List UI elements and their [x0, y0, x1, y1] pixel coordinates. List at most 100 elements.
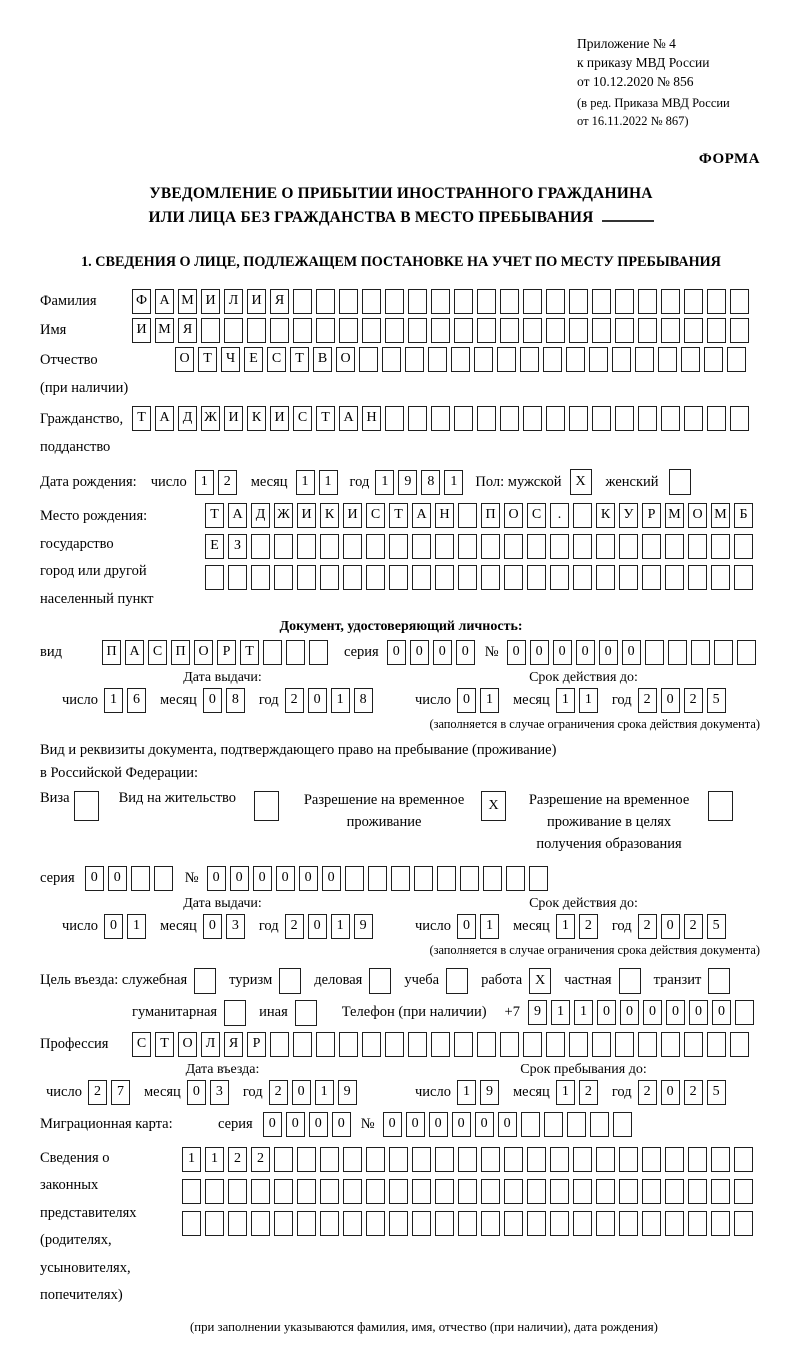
form-cell[interactable]: 1	[573, 1000, 593, 1026]
form-cell[interactable]	[596, 1178, 615, 1204]
form-cell[interactable]	[543, 1111, 563, 1137]
form-cell[interactable]	[665, 1178, 684, 1204]
form-cell[interactable]: 1	[205, 1146, 224, 1172]
form-cell[interactable]	[734, 1210, 753, 1236]
form-cell[interactable]: В	[313, 347, 332, 372]
form-cell[interactable]	[596, 565, 615, 591]
form-cell[interactable]	[546, 318, 565, 343]
form-cell[interactable]	[343, 1146, 362, 1172]
form-cell[interactable]: 3	[209, 1079, 229, 1105]
form-cell[interactable]: 1	[555, 913, 575, 939]
form-cell[interactable]: 1	[103, 688, 123, 714]
form-cell[interactable]: Б	[734, 503, 753, 529]
form-cell[interactable]: 0	[598, 640, 618, 666]
purpose-official-checkbox[interactable]	[194, 967, 217, 994]
form-cell[interactable]: 1	[330, 913, 350, 939]
form-cell[interactable]	[684, 289, 703, 314]
form-cell[interactable]: С	[132, 1031, 151, 1057]
form-cell[interactable]	[270, 318, 289, 343]
form-cell[interactable]: 1	[318, 469, 338, 495]
form-cell[interactable]	[665, 565, 684, 591]
form-cell[interactable]	[730, 1031, 749, 1057]
form-cell[interactable]	[704, 347, 723, 372]
form-cell[interactable]	[316, 318, 335, 343]
form-cell[interactable]	[458, 503, 477, 529]
form-cell[interactable]	[504, 565, 523, 591]
form-cell[interactable]	[543, 347, 562, 372]
form-cell[interactable]: 0	[409, 640, 429, 666]
form-cell[interactable]	[527, 565, 546, 591]
form-cell[interactable]	[451, 347, 470, 372]
form-cell[interactable]	[435, 1210, 454, 1236]
form-cell[interactable]	[527, 1210, 546, 1236]
edu-residence-permit-checkbox[interactable]	[708, 791, 734, 822]
form-cell[interactable]: Т	[240, 640, 259, 666]
form-cell[interactable]: М	[665, 503, 684, 529]
form-cell[interactable]	[596, 534, 615, 560]
form-cell[interactable]	[619, 534, 638, 560]
form-cell[interactable]	[458, 534, 477, 560]
form-cell[interactable]	[497, 347, 516, 372]
form-cell[interactable]	[505, 865, 525, 891]
form-cell[interactable]: 1	[182, 1146, 201, 1172]
form-cell[interactable]	[454, 318, 473, 343]
form-cell[interactable]: 1	[126, 913, 146, 939]
form-cell[interactable]	[477, 289, 496, 314]
form-cell[interactable]	[619, 1178, 638, 1204]
residence-permit-checkbox[interactable]	[254, 791, 280, 822]
form-cell[interactable]: 0	[552, 640, 572, 666]
temp-residence-permit-checkbox[interactable]: X	[481, 791, 507, 822]
form-cell[interactable]	[681, 347, 700, 372]
form-cell[interactable]: Д	[178, 406, 197, 432]
form-cell[interactable]: У	[619, 503, 638, 529]
form-cell[interactable]	[366, 1178, 385, 1204]
form-cell[interactable]: 1	[444, 469, 464, 495]
form-cell[interactable]	[589, 1111, 609, 1137]
form-cell[interactable]: 2	[683, 1079, 703, 1105]
form-cell[interactable]: Т	[316, 406, 335, 432]
form-cell[interactable]	[297, 1146, 316, 1172]
form-cell[interactable]: 0	[386, 640, 406, 666]
form-cell[interactable]	[688, 565, 707, 591]
form-cell[interactable]	[504, 534, 523, 560]
form-cell[interactable]: Т	[290, 347, 309, 372]
form-cell[interactable]	[408, 406, 427, 432]
form-cell[interactable]: 0	[405, 1111, 425, 1137]
form-cell[interactable]	[711, 1178, 730, 1204]
form-cell[interactable]: 7	[110, 1079, 130, 1105]
form-cell[interactable]	[412, 565, 431, 591]
form-cell[interactable]	[619, 1146, 638, 1172]
form-cell[interactable]: О	[194, 640, 213, 666]
form-cell[interactable]	[500, 318, 519, 343]
form-cell[interactable]: 0	[331, 1111, 351, 1137]
form-cell[interactable]	[251, 1178, 270, 1204]
form-cell[interactable]: М	[155, 318, 174, 343]
form-cell[interactable]: А	[125, 640, 144, 666]
form-cell[interactable]	[385, 1031, 404, 1057]
form-cell[interactable]: Е	[205, 534, 224, 560]
purpose-work-checkbox[interactable]: X	[529, 967, 552, 994]
form-cell[interactable]	[615, 289, 634, 314]
form-cell[interactable]: О	[504, 503, 523, 529]
form-cell[interactable]	[596, 1146, 615, 1172]
form-cell[interactable]: П	[481, 503, 500, 529]
form-cell[interactable]	[405, 347, 424, 372]
form-cell[interactable]: Р	[247, 1031, 266, 1057]
form-cell[interactable]: 0	[321, 865, 341, 891]
form-cell[interactable]: С	[366, 503, 385, 529]
form-cell[interactable]	[707, 318, 726, 343]
form-cell[interactable]	[389, 534, 408, 560]
form-cell[interactable]: 0	[107, 865, 127, 891]
form-cell[interactable]: 0	[575, 640, 595, 666]
form-cell[interactable]	[638, 289, 657, 314]
form-cell[interactable]	[661, 406, 680, 432]
form-cell[interactable]	[504, 1146, 523, 1172]
form-cell[interactable]	[642, 1210, 661, 1236]
form-cell[interactable]	[153, 865, 173, 891]
form-cell[interactable]: 1	[375, 469, 395, 495]
form-cell[interactable]	[251, 534, 270, 560]
form-cell[interactable]	[390, 865, 410, 891]
form-cell[interactable]	[642, 1146, 661, 1172]
form-cell[interactable]	[412, 1146, 431, 1172]
form-cell[interactable]	[573, 534, 592, 560]
